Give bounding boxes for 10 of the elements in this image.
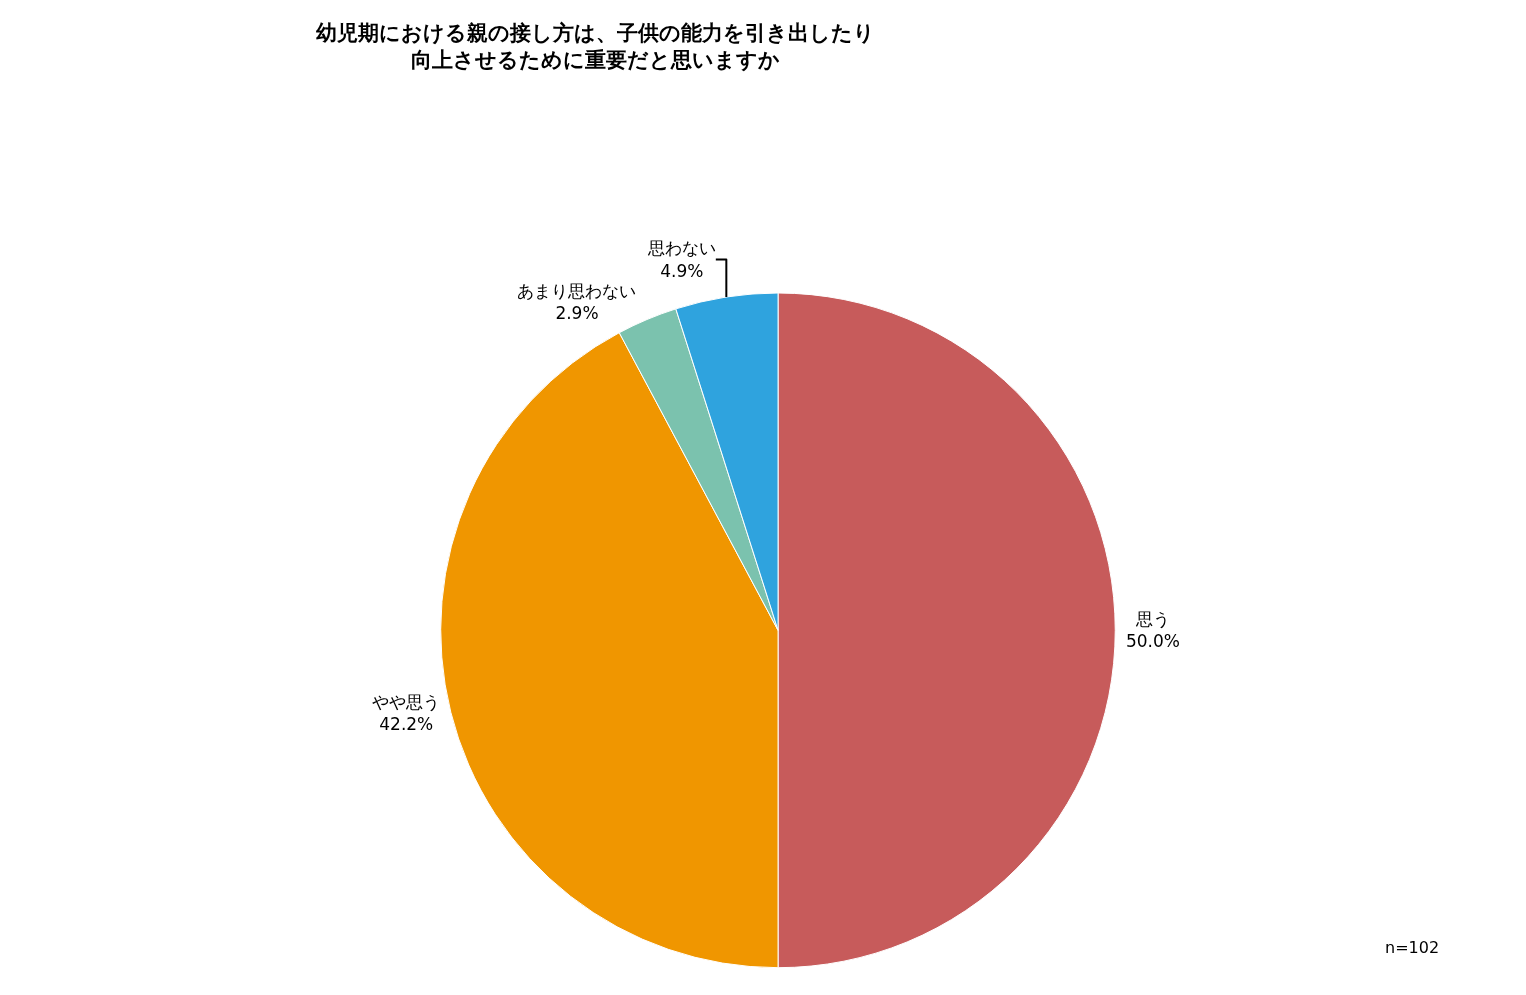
data-label: 50.0%	[1125, 631, 1180, 652]
data-label: 4.9%	[660, 260, 704, 281]
slice-label: やや思う	[372, 692, 441, 713]
data-label: 2.9%	[555, 302, 599, 323]
data-label: 42.2%	[379, 714, 434, 735]
text: n=102	[1385, 938, 1440, 957]
slice-label: 思わない	[646, 238, 716, 259]
chart-title: 幼児期における親の接し方は、子供の能力を引き出したり向上させるために重要だと思いますか	[315, 20, 875, 73]
slice-label: 思う	[1134, 609, 1170, 630]
slice-label: あまり思わない	[517, 280, 637, 301]
